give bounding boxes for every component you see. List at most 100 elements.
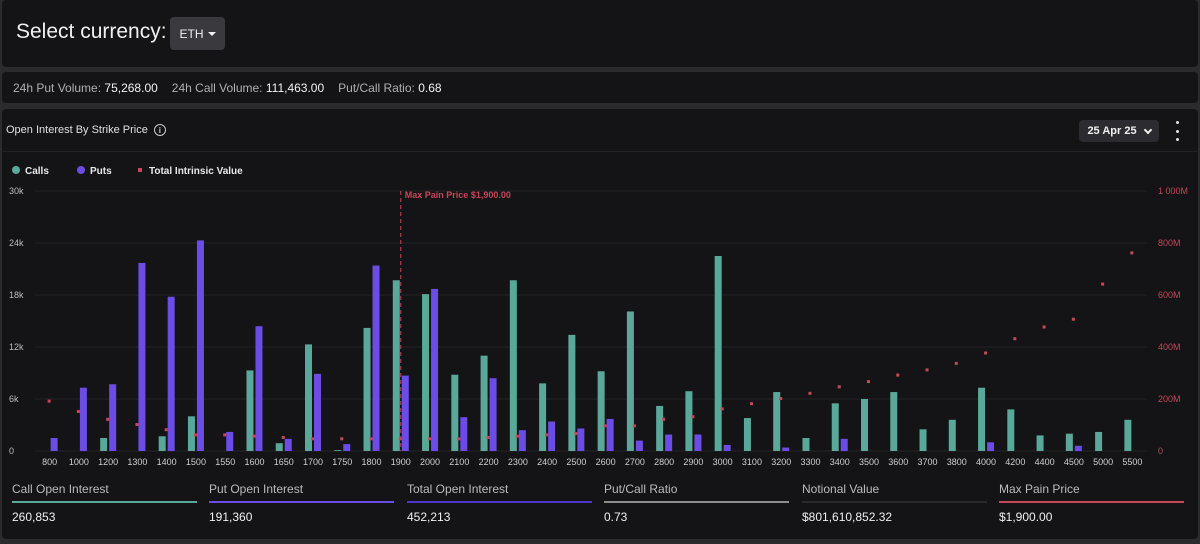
call-volume-value: 111,463.00	[265, 81, 325, 95]
intrinsic-point	[281, 436, 285, 439]
summary-stat: Call Open Interest 260,853	[12, 481, 197, 524]
intrinsic-point	[47, 399, 51, 403]
summary-stat-value: $1,900.00	[999, 510, 1053, 524]
x-tick-label: 2300	[508, 457, 528, 467]
x-tick-label: 1200	[98, 457, 118, 467]
summary-stat: Put Open Interest 191,360	[209, 481, 394, 524]
open-interest-panel: Open Interest By Strike Price i 25 Apr 2…	[2, 109, 1198, 539]
intrinsic-point	[749, 402, 753, 406]
put-bar	[372, 265, 380, 451]
expiry-date-value: 25 Apr 25	[1087, 125, 1137, 137]
put-bar	[635, 440, 643, 451]
summary-stat-value: 0.73	[604, 510, 628, 524]
call-bar	[802, 438, 810, 451]
panel-divider	[2, 151, 1198, 152]
intrinsic-point	[223, 433, 227, 437]
y-right-tick-label: 1 000M	[1158, 186, 1188, 196]
call-bar	[656, 405, 664, 451]
intrinsic-point	[691, 415, 695, 419]
intrinsic-point	[574, 432, 578, 436]
y-left-tick-label: 12k	[9, 342, 24, 352]
call-bar	[392, 280, 400, 451]
more-vertical-icon[interactable]	[1171, 121, 1183, 141]
x-tick-label: 2000	[420, 457, 440, 467]
intrinsic-point	[398, 437, 402, 441]
intrinsic-point	[954, 361, 958, 365]
x-tick-label: 5500	[1122, 457, 1142, 467]
y-right-tick-label: 800M	[1158, 238, 1181, 248]
put-volume-value: 75,268.00	[104, 81, 158, 95]
intrinsic-point	[720, 407, 724, 411]
call-bar	[246, 370, 254, 451]
summary-stat: Put/Call Ratio 0.73	[604, 481, 789, 524]
y-right-tick-label: 400M	[1158, 342, 1181, 352]
summary-stat-underline	[999, 501, 1184, 503]
expiry-date-dropdown[interactable]: 25 Apr 25	[1079, 120, 1159, 142]
intrinsic-point	[896, 373, 900, 377]
x-tick-label: 3800	[947, 457, 967, 467]
x-tick-label: 2600	[596, 457, 616, 467]
call-bar	[919, 429, 927, 451]
y-left-tick-label: 30k	[9, 186, 24, 196]
put-bar	[167, 296, 175, 451]
legend-marker-intrinsic	[138, 168, 142, 172]
call-bar	[1065, 433, 1073, 451]
call-bar	[1007, 409, 1015, 451]
put-bar	[50, 438, 58, 451]
intrinsic-point	[545, 433, 549, 437]
summary-stat-value: $801,610,852.32	[802, 510, 893, 524]
max-pain-label: Max Pain Price $1,900.00	[405, 190, 511, 200]
x-tick-label: 3100	[742, 457, 762, 467]
intrinsic-point	[252, 434, 256, 438]
intrinsic-point	[1130, 251, 1134, 255]
x-tick-label: 2700	[625, 457, 645, 467]
summary-stat-label: Put Open Interest	[209, 482, 304, 496]
put-bar	[79, 387, 87, 451]
legend-label: Total Intrinsic Value	[149, 166, 243, 177]
call-volume-label: 24h Call Volume:	[171, 81, 263, 95]
intrinsic-point	[603, 424, 607, 428]
put-bar	[489, 378, 497, 451]
put-call-ratio-label: Put/Call Ratio:	[338, 81, 415, 95]
x-tick-label: 1600	[244, 457, 264, 467]
x-tick-label: 3500	[859, 457, 879, 467]
y-left-tick-label: 0	[9, 446, 14, 456]
summary-stat-value: 452,213	[407, 510, 451, 524]
x-tick-label: 800	[42, 457, 57, 467]
info-icon[interactable]: i	[153, 124, 166, 136]
summary-stats: Call Open Interest 260,853 Put Open Intere…	[2, 481, 1198, 539]
summary-stat-label: Max Pain Price	[999, 482, 1080, 496]
x-tick-label: 3700	[918, 457, 938, 467]
y-left-tick-label: 6k	[9, 394, 19, 404]
x-tick-label: 5000	[1093, 457, 1113, 467]
intrinsic-point	[311, 437, 314, 441]
currency-value: ETH	[179, 26, 204, 41]
x-tick-label: 2400	[537, 457, 557, 467]
chevron-down-icon	[1143, 125, 1152, 134]
x-tick-label: 1000	[69, 457, 89, 467]
put-bar	[548, 421, 556, 451]
summary-stat-underline	[407, 501, 592, 503]
currency-dropdown-button[interactable]: ETH	[170, 17, 225, 50]
intrinsic-point	[1101, 282, 1105, 286]
call-bar	[509, 280, 517, 451]
call-bar	[714, 256, 722, 451]
summary-stat: Notional Value $801,610,852.32	[802, 481, 987, 524]
put-bar	[431, 288, 439, 451]
intrinsic-point	[340, 437, 344, 441]
y-right-tick-label: 600M	[1158, 290, 1181, 300]
intrinsic-point	[457, 437, 461, 441]
intrinsic-point	[428, 437, 432, 441]
intrinsic-point	[808, 391, 812, 395]
summary-stat-underline	[209, 501, 394, 503]
intrinsic-point	[486, 436, 490, 439]
intrinsic-point	[135, 423, 139, 426]
x-tick-label: 4000	[976, 457, 996, 467]
intrinsic-point	[369, 437, 373, 441]
summary-stat-label: Call Open Interest	[12, 482, 109, 496]
put-bar	[255, 326, 263, 451]
intrinsic-point	[76, 410, 80, 413]
call-bar	[685, 391, 693, 451]
intrinsic-point	[515, 434, 519, 438]
summary-stat-value: 191,360	[209, 510, 253, 524]
